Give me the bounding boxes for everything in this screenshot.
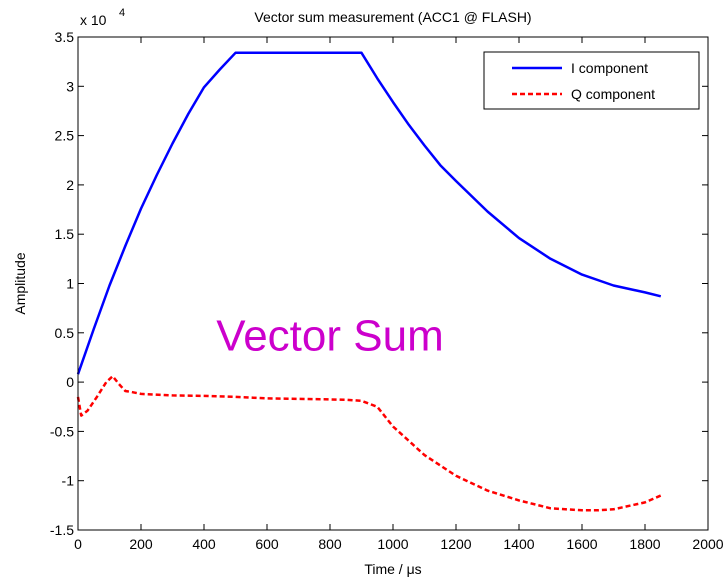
x-tick-label: 800: [318, 536, 342, 552]
x-tick-label: 1600: [566, 536, 597, 552]
y-tick-label: 1: [66, 276, 74, 292]
x-tick-label: 1800: [629, 536, 660, 552]
y-tick-label: 0.5: [55, 325, 75, 341]
y-exponent-base: x 10: [80, 12, 107, 28]
y-tick-label: 1.5: [55, 226, 75, 242]
series-line-i-component: [76, 51, 662, 375]
legend: I component Q component: [483, 51, 700, 110]
x-tick-label: 0: [74, 536, 82, 552]
x-tick-label: 1000: [377, 536, 408, 552]
x-tick-label: 200: [129, 536, 153, 552]
x-tick-label: 400: [192, 536, 216, 552]
y-tick-label: 2: [66, 177, 74, 193]
chart-annotation: Vector Sum: [216, 312, 443, 361]
chart-title: Vector sum measurement (ACC1 @ FLASH): [254, 9, 531, 25]
x-tick-label: 2000: [692, 536, 723, 552]
y-tick-label: 3: [66, 78, 74, 94]
y-tick-label: -0.5: [50, 423, 74, 439]
y-tick-label: -1: [62, 473, 75, 489]
series-line-q-component: [76, 374, 662, 512]
legend-box: [483, 51, 700, 110]
y-tick-label: 2.5: [55, 128, 75, 144]
y-tick-label: 0: [66, 374, 74, 390]
x-tick-label: 1400: [503, 536, 534, 552]
y-exponent-power: 4: [119, 7, 125, 19]
legend-label: Q component: [571, 86, 655, 102]
y-tick-label: -1.5: [50, 522, 74, 538]
x-axis-label: Time / μs: [364, 561, 421, 577]
legend-label: I component: [571, 60, 648, 76]
x-tick-label: 600: [255, 536, 279, 552]
series-layer: [76, 51, 662, 512]
y-axis-exponent: x 10 4: [80, 7, 125, 28]
y-axis-label: Amplitude: [12, 252, 28, 314]
y-tick-label: 3.5: [55, 29, 75, 45]
x-tick-label: 1200: [440, 536, 471, 552]
axis-ticks: 0 200 400 600 800 1000 1200 1400 1600 1800 2000 -1.…: [50, 29, 724, 552]
